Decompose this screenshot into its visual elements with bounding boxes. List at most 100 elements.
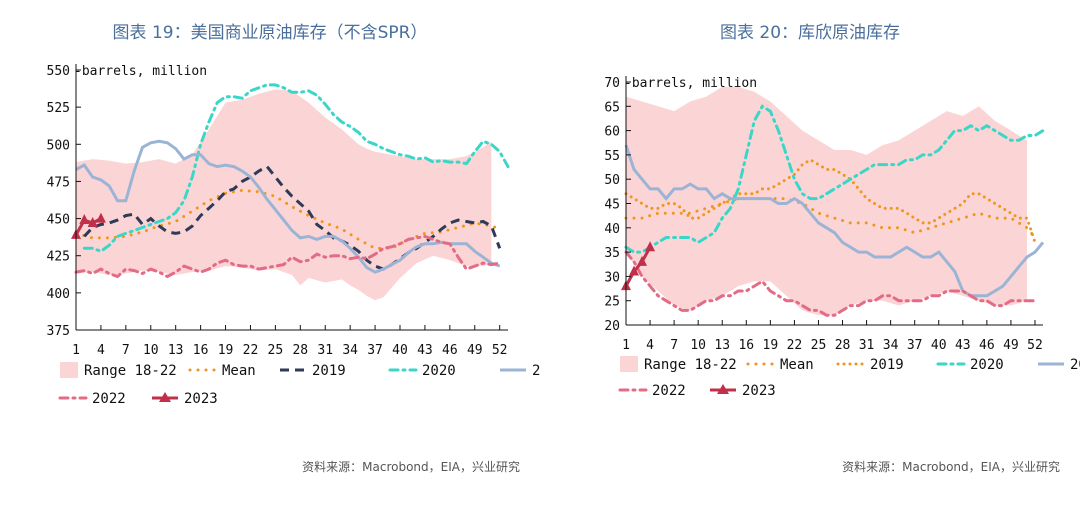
legend-label: 2020 [422, 363, 456, 379]
x-tick-label: 4 [97, 343, 105, 358]
x-tick-label: 31 [859, 338, 875, 353]
chart-panel-left: 图表 19：美国商业原油库存（不含SPR） 375 400 425 450 475 500… [47, 23, 540, 474]
legend-label: 2022 [652, 383, 686, 399]
x-tick-label: 10 [690, 338, 706, 353]
source-note: 资料来源：Macrobond，EIA，兴业研究 [302, 460, 520, 474]
x-tick-label: 1 [72, 343, 80, 358]
x-tick-label: 46 [979, 338, 995, 353]
x-tick-label: 16 [738, 338, 754, 353]
x-tick-label: 25 [811, 338, 827, 353]
range-band [626, 86, 1027, 316]
x-tick-label: 28 [835, 338, 851, 353]
x-tick-label: 46 [442, 343, 458, 358]
source-note: 资料来源：Macrobond，EIA，兴业研究 [842, 460, 1060, 474]
chart-left: 375 400 425 450 475 500 525 550 1 4 7 10 13 16 19 22 25 2… [47, 64, 540, 407]
legend: Range 18-22 Mean 2019 2020 2021 2022 2023 [618, 356, 1080, 399]
series-line-Mean [624, 197, 1037, 239]
x-tick-label: 49 [467, 343, 483, 358]
y-tick-label: 45 [604, 198, 620, 213]
series-marker-2023 [87, 217, 98, 228]
y-tick-label: 60 [604, 125, 620, 140]
y-tick-label: 70 [604, 76, 620, 91]
x-tick-label: 19 [763, 338, 779, 353]
plot-area [621, 86, 1045, 317]
y-axis-unit: -barrels, million [624, 76, 757, 91]
y-tick-label: 500 [47, 138, 70, 153]
series-marker-2023 [95, 212, 106, 223]
x-tick-label: 10 [143, 343, 159, 358]
y-tick-label: 425 [47, 250, 70, 265]
x-tick-label: 49 [1003, 338, 1019, 353]
legend-label: 2023 [742, 383, 776, 399]
legend-label: 2020 [970, 357, 1004, 373]
x-tick-label: 37 [907, 338, 923, 353]
legend-label: 2021 [532, 363, 540, 379]
range-band [76, 89, 492, 301]
y-tick-label: 375 [47, 324, 70, 339]
y-axis-unit: -barrels, million [74, 64, 207, 79]
y-tick-label: 475 [47, 175, 70, 190]
axes: 375 400 425 450 475 500 525 550 1 4 7 10 13 16 19 22 25 2… [47, 64, 508, 358]
x-tick-label: 13 [714, 338, 730, 353]
y-tick-label: 550 [47, 64, 70, 79]
chart-title: 图表 20：库欣原油库存 [719, 23, 901, 43]
x-tick-label: 22 [243, 343, 259, 358]
legend-swatch [60, 362, 78, 378]
legend-swatch [620, 356, 638, 372]
series-line-2022 [624, 250, 1037, 317]
legend-label: Mean [780, 357, 814, 373]
series-line-2023 [624, 246, 652, 287]
legend-marker [159, 392, 171, 402]
legend-label: 2023 [184, 391, 218, 407]
legend-label: Range 18-22 [84, 363, 177, 379]
x-tick-label: 13 [168, 343, 184, 358]
legend: Range 18-22 Mean 2019 2020 2021 2022 2023 [58, 362, 540, 407]
x-tick-label: 40 [392, 343, 408, 358]
series-marker-2023 [629, 265, 640, 276]
x-tick-label: 28 [292, 343, 308, 358]
series-line-2022 [74, 234, 502, 279]
x-tick-label: 34 [883, 338, 899, 353]
series-line-2021 [75, 139, 501, 274]
x-tick-label: 40 [931, 338, 947, 353]
chart-panel-right: 图表 20：库欣原油库存 20 25 30 35 40 45 50 55 60 65 70 1 4 7 10… [540, 0, 1080, 529]
y-tick-label: 30 [604, 270, 620, 285]
x-tick-label: 7 [122, 343, 130, 358]
x-tick-label: 52 [492, 343, 508, 358]
legend-label: 2019 [312, 363, 346, 379]
legend-label: Range 18-22 [644, 357, 737, 373]
x-tick-label: 37 [367, 343, 383, 358]
legend-label: Mean [222, 363, 256, 379]
x-tick-label: 1 [622, 338, 630, 353]
y-tick-label: 65 [604, 100, 620, 115]
axes: 20 25 30 35 40 45 50 55 60 65 70 1 4 7 10 13 16 19 22 25 28 3… [604, 76, 1043, 353]
legend-label: 2021 [1070, 357, 1080, 373]
x-tick-label: 25 [268, 343, 284, 358]
x-tick-label: 4 [646, 338, 654, 353]
series-marker-2023 [79, 214, 90, 225]
y-tick-label: 450 [47, 213, 70, 228]
x-tick-label: 16 [193, 343, 209, 358]
x-tick-label: 43 [955, 338, 971, 353]
x-tick-label: 52 [1027, 338, 1043, 353]
series-line-2020 [624, 104, 1045, 254]
legend-marker [717, 384, 729, 394]
y-tick-label: 20 [604, 319, 620, 334]
series-line-2023 [74, 217, 102, 236]
chart-title: 图表 19：美国商业原油库存（不含SPR） [112, 23, 428, 43]
y-tick-label: 25 [604, 295, 620, 310]
series-marker-2023 [645, 241, 656, 252]
x-tick-label: 19 [218, 343, 234, 358]
x-tick-label: 43 [417, 343, 433, 358]
y-tick-label: 525 [47, 101, 70, 116]
x-tick-label: 22 [787, 338, 803, 353]
chart-right: 20 25 30 35 40 45 50 55 60 65 70 1 4 7 10 13 16 19 22 25 28 3… [604, 76, 1080, 399]
x-tick-label: 34 [342, 343, 358, 358]
y-tick-label: 35 [604, 246, 620, 261]
y-tick-label: 50 [604, 173, 620, 188]
plot-area [71, 83, 510, 301]
x-tick-label: 31 [317, 343, 333, 358]
series-marker-2023 [637, 255, 648, 266]
y-tick-label: 55 [604, 149, 620, 164]
x-tick-label: 7 [670, 338, 678, 353]
